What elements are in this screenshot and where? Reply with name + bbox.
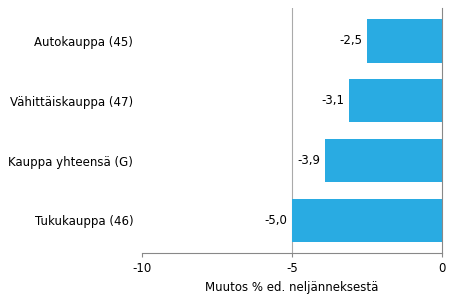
Bar (349, 79, 442, 122)
Bar (292, 199, 442, 242)
Text: -3,1: -3,1 (321, 94, 344, 107)
Bar (325, 139, 442, 182)
Text: -2,5: -2,5 (339, 34, 362, 47)
Bar (367, 19, 442, 63)
Text: -3,9: -3,9 (297, 154, 321, 167)
Text: -5,0: -5,0 (264, 214, 287, 227)
X-axis label: Muutos % ed. neljänneksestä: Muutos % ed. neljänneksestä (205, 281, 379, 294)
